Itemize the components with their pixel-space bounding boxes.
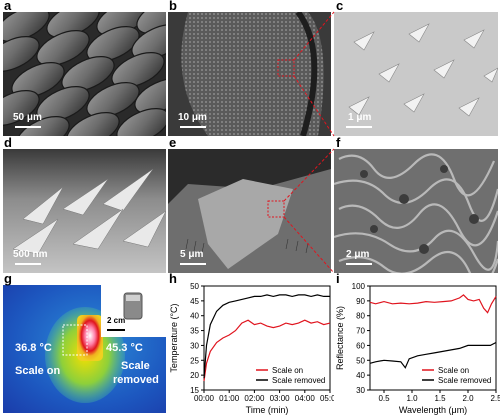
label-scale-removed-2: removed (113, 374, 159, 386)
scale-bar (180, 263, 206, 265)
scale-bar-label: 50 μm (13, 112, 42, 123)
panel-letter-e: e (169, 135, 177, 150)
y-tick-label: 90 (356, 297, 365, 306)
y-tick-label: 50 (190, 282, 199, 291)
legend-label: Scale removed (272, 376, 325, 385)
series-line-scale-on (369, 294, 497, 314)
x-axis-label: Wavelength (μm) (399, 405, 467, 415)
panel-letter-g: g (4, 271, 12, 286)
x-tick-label: 04:00 (295, 394, 316, 403)
scale-bar (346, 126, 372, 128)
x-tick-label: 05:00 (320, 394, 334, 403)
y-tick-label: 15 (190, 386, 199, 395)
sem-image-e: 5 μm (168, 149, 331, 273)
scale-bar-label: 2 μm (346, 249, 370, 260)
thermal-image: 2 cm 36.8 °C 45.3 °C Scale on Scale remo… (3, 285, 166, 413)
legend-label: Scale removed (438, 376, 491, 385)
x-tick-label: 2.5 (490, 394, 500, 403)
reflectance-chart: 30 40 50 60 70 80 90 100 0.5 1.0 1.5 2.0 2.5 Waveleng… (335, 282, 500, 415)
x-tick-label: 1.0 (406, 394, 418, 403)
sem-image-c: 1 μm (334, 12, 498, 136)
temp-scale-removed: 45.3 °C (106, 342, 143, 354)
x-tick-label: 1.5 (434, 394, 446, 403)
scale-bar-label: 5 μm (180, 249, 204, 260)
y-axis-label: Temperature (°C) (169, 303, 179, 372)
plot-frame (369, 285, 497, 391)
scale-bar (15, 263, 41, 265)
x-tick-label: 2.0 (462, 394, 474, 403)
panel-letter-c: c (336, 0, 344, 13)
sem-image-b: 10 μm (168, 12, 331, 136)
y-tick-label: 50 (356, 356, 365, 365)
plot-frame (203, 285, 331, 391)
y-tick-label: 35 (190, 327, 199, 336)
x-tick-label: 00:00 (194, 394, 215, 403)
scale-bar (180, 126, 206, 128)
series-line-scale-removed (203, 294, 330, 379)
x-tick-label: 0.5 (378, 394, 390, 403)
y-tick-label: 30 (356, 386, 365, 395)
y-tick-label: 80 (356, 312, 365, 321)
scale-bar (15, 126, 41, 128)
sem-image-f: 2 μm (334, 149, 498, 273)
x-tick-label: 01:00 (219, 394, 240, 403)
sem-image-a: 50 μm (3, 12, 166, 136)
scale-bar-label: 500 nm (13, 249, 48, 260)
y-tick-label: 25 (190, 356, 199, 365)
sem-image-d: 500 nm (3, 149, 166, 273)
y-tick-label: 40 (190, 312, 199, 321)
scale-bar-label: 1 μm (348, 112, 372, 123)
x-tick-label: 02:00 (244, 394, 265, 403)
panel-letter-d: d (4, 135, 12, 150)
y-tick-label: 70 (356, 327, 365, 336)
y-tick-label: 20 (190, 371, 199, 380)
x-axis-label: Time (min) (246, 405, 289, 415)
legend-label: Scale on (272, 366, 303, 375)
scale-bar-label: 10 μm (178, 112, 207, 123)
label-scale-on: Scale on (15, 365, 61, 377)
panel-letter-i: i (336, 271, 340, 286)
y-tick-label: 60 (356, 341, 365, 350)
y-tick-label: 100 (352, 282, 366, 291)
series-line-scale-on (203, 319, 331, 382)
panel-letter-b: b (169, 0, 177, 13)
x-tick-label: 03:00 (270, 394, 291, 403)
y-tick-label: 45 (190, 297, 199, 306)
scale-bar (346, 263, 372, 265)
series-line-scale-removed (369, 341, 497, 369)
panel-letter-h: h (169, 271, 177, 286)
legend-label: Scale on (438, 366, 469, 375)
panel-letter-a: a (4, 0, 12, 13)
label-scale-removed-1: Scale (121, 360, 150, 372)
y-axis-label: Reflectance (%) (335, 306, 345, 370)
inset-scale-label: 2 cm (107, 316, 126, 325)
y-tick-label: 30 (190, 341, 199, 350)
temperature-chart: 15 20 25 30 35 40 45 50 00:00 01:00 02:00 03:00 04:0… (169, 282, 334, 415)
temp-scale-on: 36.8 °C (15, 342, 52, 354)
y-tick-label: 40 (356, 371, 365, 380)
panel-letter-f: f (336, 135, 341, 150)
